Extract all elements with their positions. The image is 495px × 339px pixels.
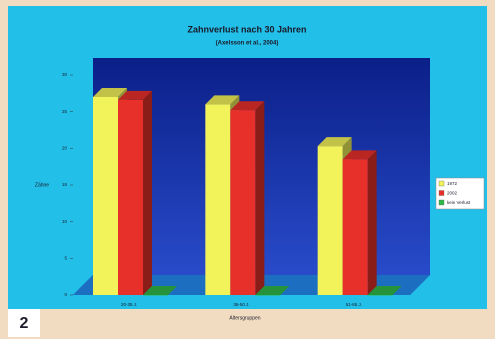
- y-tick-label: 25: [62, 109, 68, 114]
- bar-side: [367, 150, 377, 295]
- x-tick-label: 36-50 J.: [233, 302, 249, 307]
- legend-label: 2002: [447, 191, 458, 196]
- figure-label: 2: [20, 315, 29, 332]
- chart-subtitle: (Axelsson et al., 2004): [216, 41, 279, 47]
- bar-top: [118, 90, 152, 100]
- y-tick-label: 30: [62, 72, 68, 77]
- bar: [143, 295, 168, 296]
- x-axis-label: Altersgruppen: [229, 315, 260, 321]
- bar-top: [367, 286, 402, 295]
- bar-top: [255, 286, 290, 295]
- bar-top: [317, 137, 352, 147]
- legend-label: kein Verlust: [447, 200, 471, 205]
- bar-top: [205, 95, 240, 105]
- bar: [230, 110, 256, 295]
- legend-label: 1972: [447, 181, 458, 186]
- label-box: [8, 309, 40, 337]
- legend-swatch: [438, 199, 445, 206]
- y-tick-label: 0: [64, 292, 67, 297]
- bar-side: [255, 101, 265, 295]
- bar: [205, 104, 231, 295]
- chart-title: Zahnverlust nach 30 Jahren: [187, 24, 306, 34]
- bar: [118, 99, 143, 295]
- bar-top: [143, 286, 177, 295]
- y-tick-label: 5: [64, 256, 67, 261]
- x-tick-label: 20-35 J.: [121, 302, 137, 307]
- y-tick-label: 15: [62, 182, 68, 187]
- bar-top: [342, 150, 377, 160]
- y-tick-label: 10: [62, 219, 68, 224]
- bar: [93, 97, 118, 295]
- bar: [342, 159, 368, 295]
- y-tick-label: 20: [62, 146, 68, 151]
- bar: [255, 295, 281, 296]
- bar: [367, 295, 393, 296]
- x-tick-label: 51-65 J.: [346, 302, 362, 307]
- bar: [317, 146, 343, 295]
- bar-top: [93, 88, 127, 97]
- y-axis-label: Zähne: [35, 182, 49, 188]
- bar-side: [143, 90, 152, 295]
- legend-swatch: [438, 180, 445, 187]
- legend-swatch: [438, 190, 445, 196]
- bar-top: [230, 101, 265, 111]
